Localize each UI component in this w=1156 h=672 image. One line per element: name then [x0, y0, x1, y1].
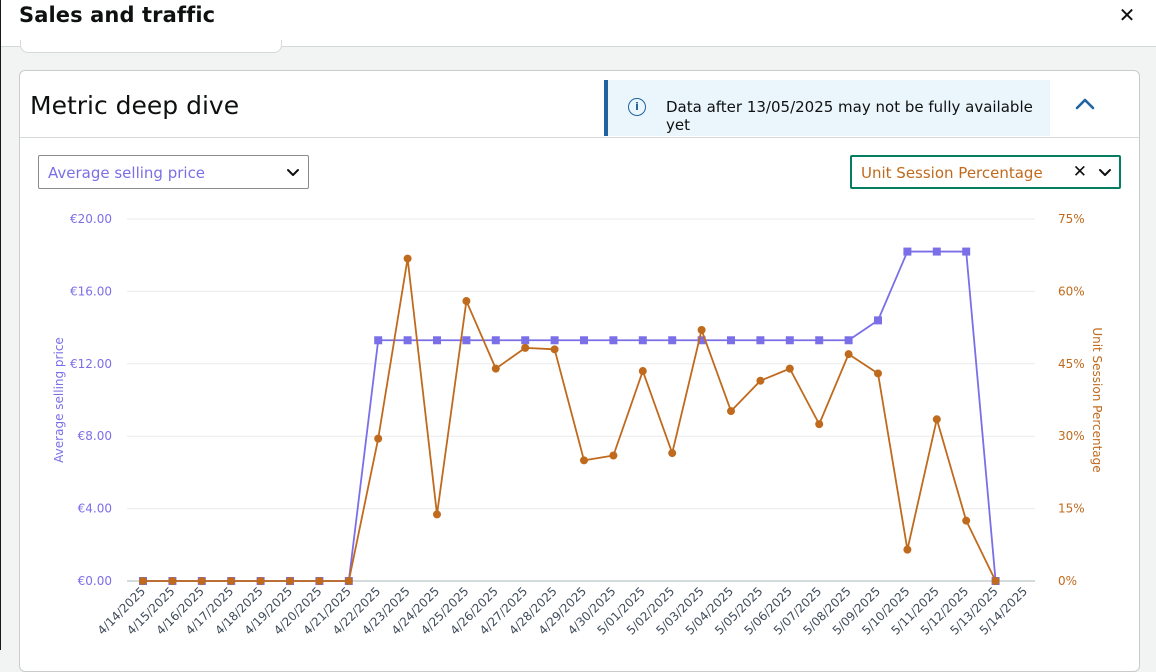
chevron-down-icon — [286, 165, 300, 179]
data-point-circle — [227, 577, 236, 585]
y-right-tick-label: 30% — [1058, 429, 1085, 443]
previous-card-edge — [20, 40, 282, 53]
y-right-tick-label: 75% — [1058, 212, 1085, 226]
data-point-square — [491, 336, 500, 345]
data-point-square — [962, 247, 971, 256]
data-point-square — [785, 336, 794, 345]
series-line-right — [143, 257, 997, 582]
data-point-square — [609, 336, 618, 345]
data-point-square — [756, 336, 765, 345]
data-point-circle — [491, 364, 500, 373]
data-point-circle — [197, 577, 206, 585]
data-point-circle — [756, 376, 765, 385]
data-point-circle — [315, 577, 324, 585]
window-edge — [0, 0, 1, 650]
y-left-tick-label: €0.00 — [78, 574, 112, 588]
data-point-square — [697, 336, 706, 345]
y-left-tick-label: €8.00 — [78, 429, 112, 443]
close-icon[interactable]: ✕ — [1118, 3, 1136, 27]
data-point-circle — [991, 577, 1000, 585]
data-point-circle — [609, 451, 618, 460]
data-point-circle — [139, 577, 147, 585]
data-point-circle — [580, 456, 588, 465]
metric-deep-dive-card: Metric deep dive i Data after 13/05/2025… — [19, 70, 1140, 672]
data-point-circle — [697, 326, 706, 335]
data-point-square — [932, 247, 941, 256]
data-point-square — [638, 336, 647, 345]
modal-header: Sales and traffic ✕ — [1, 0, 1156, 47]
info-banner-text: Data after 13/05/2025 may not be fully a… — [666, 98, 1033, 134]
data-point-square — [668, 336, 677, 345]
data-point-circle — [844, 350, 853, 359]
data-point-circle — [374, 434, 383, 443]
data-point-circle — [256, 577, 265, 585]
data-point-circle — [286, 577, 294, 585]
y-left-tick-label: €16.00 — [70, 284, 112, 298]
data-point-square — [550, 336, 559, 345]
data-point-square — [403, 336, 412, 345]
data-point-square — [433, 336, 441, 345]
dual-axis-line-chart: €0.00 0% €4.00 15% €8.00 30% €12.00 45% €16.00 60… — [52, 212, 1104, 638]
y-right-tick-label: 45% — [1058, 357, 1085, 371]
data-point-square — [727, 336, 735, 345]
left-metric-value: Average selling price — [48, 164, 206, 182]
data-point-circle — [403, 254, 412, 263]
data-point-square — [521, 336, 530, 345]
right-metric-value: Unit Session Percentage — [861, 164, 1043, 182]
data-point-circle — [815, 420, 824, 429]
data-point-circle — [932, 415, 941, 424]
modal-title: Sales and traffic — [19, 3, 216, 27]
data-point-circle — [903, 545, 912, 554]
clear-selection-icon[interactable]: ✕ — [1072, 162, 1087, 182]
left-metric-select[interactable]: Average selling price — [38, 155, 309, 189]
data-point-circle — [550, 345, 559, 354]
data-point-circle — [462, 297, 471, 306]
y-right-tick-label: 0% — [1058, 574, 1077, 588]
data-point-square — [374, 336, 383, 345]
y-left-tick-label: €20.00 — [70, 212, 112, 226]
data-point-circle — [668, 449, 677, 458]
series-line-left — [143, 250, 997, 582]
data-point-circle — [962, 516, 971, 525]
data-point-circle — [874, 369, 882, 378]
data-point-circle — [727, 407, 735, 416]
data-point-circle — [785, 364, 794, 373]
y-left-tick-label: €4.00 — [78, 502, 112, 516]
data-point-square — [580, 336, 588, 345]
data-point-square — [844, 336, 853, 345]
y-right-axis-label: Unit Session Percentage — [1090, 327, 1104, 472]
y-left-tick-label: €12.00 — [70, 357, 112, 371]
data-point-circle — [168, 577, 177, 585]
info-banner: i Data after 13/05/2025 may not be fully… — [604, 80, 1050, 136]
data-point-square — [815, 336, 824, 345]
y-right-tick-label: 15% — [1058, 502, 1085, 516]
right-metric-select[interactable]: Unit Session Percentage ✕ — [850, 155, 1121, 189]
data-point-square — [462, 336, 471, 345]
data-point-circle — [638, 367, 647, 376]
card-header: Metric deep dive i Data after 13/05/2025… — [20, 71, 1139, 138]
card-title: Metric deep dive — [30, 91, 240, 120]
data-point-circle — [344, 577, 353, 585]
data-point-circle — [433, 510, 441, 519]
chevron-down-icon — [1098, 165, 1112, 179]
y-right-tick-label: 60% — [1058, 284, 1085, 298]
data-point-square — [903, 247, 912, 256]
data-point-circle — [521, 343, 530, 352]
y-left-axis-label: Average selling price — [52, 337, 66, 463]
info-icon: i — [628, 98, 646, 116]
data-point-square — [874, 316, 882, 325]
chevron-up-icon[interactable] — [1072, 93, 1098, 115]
